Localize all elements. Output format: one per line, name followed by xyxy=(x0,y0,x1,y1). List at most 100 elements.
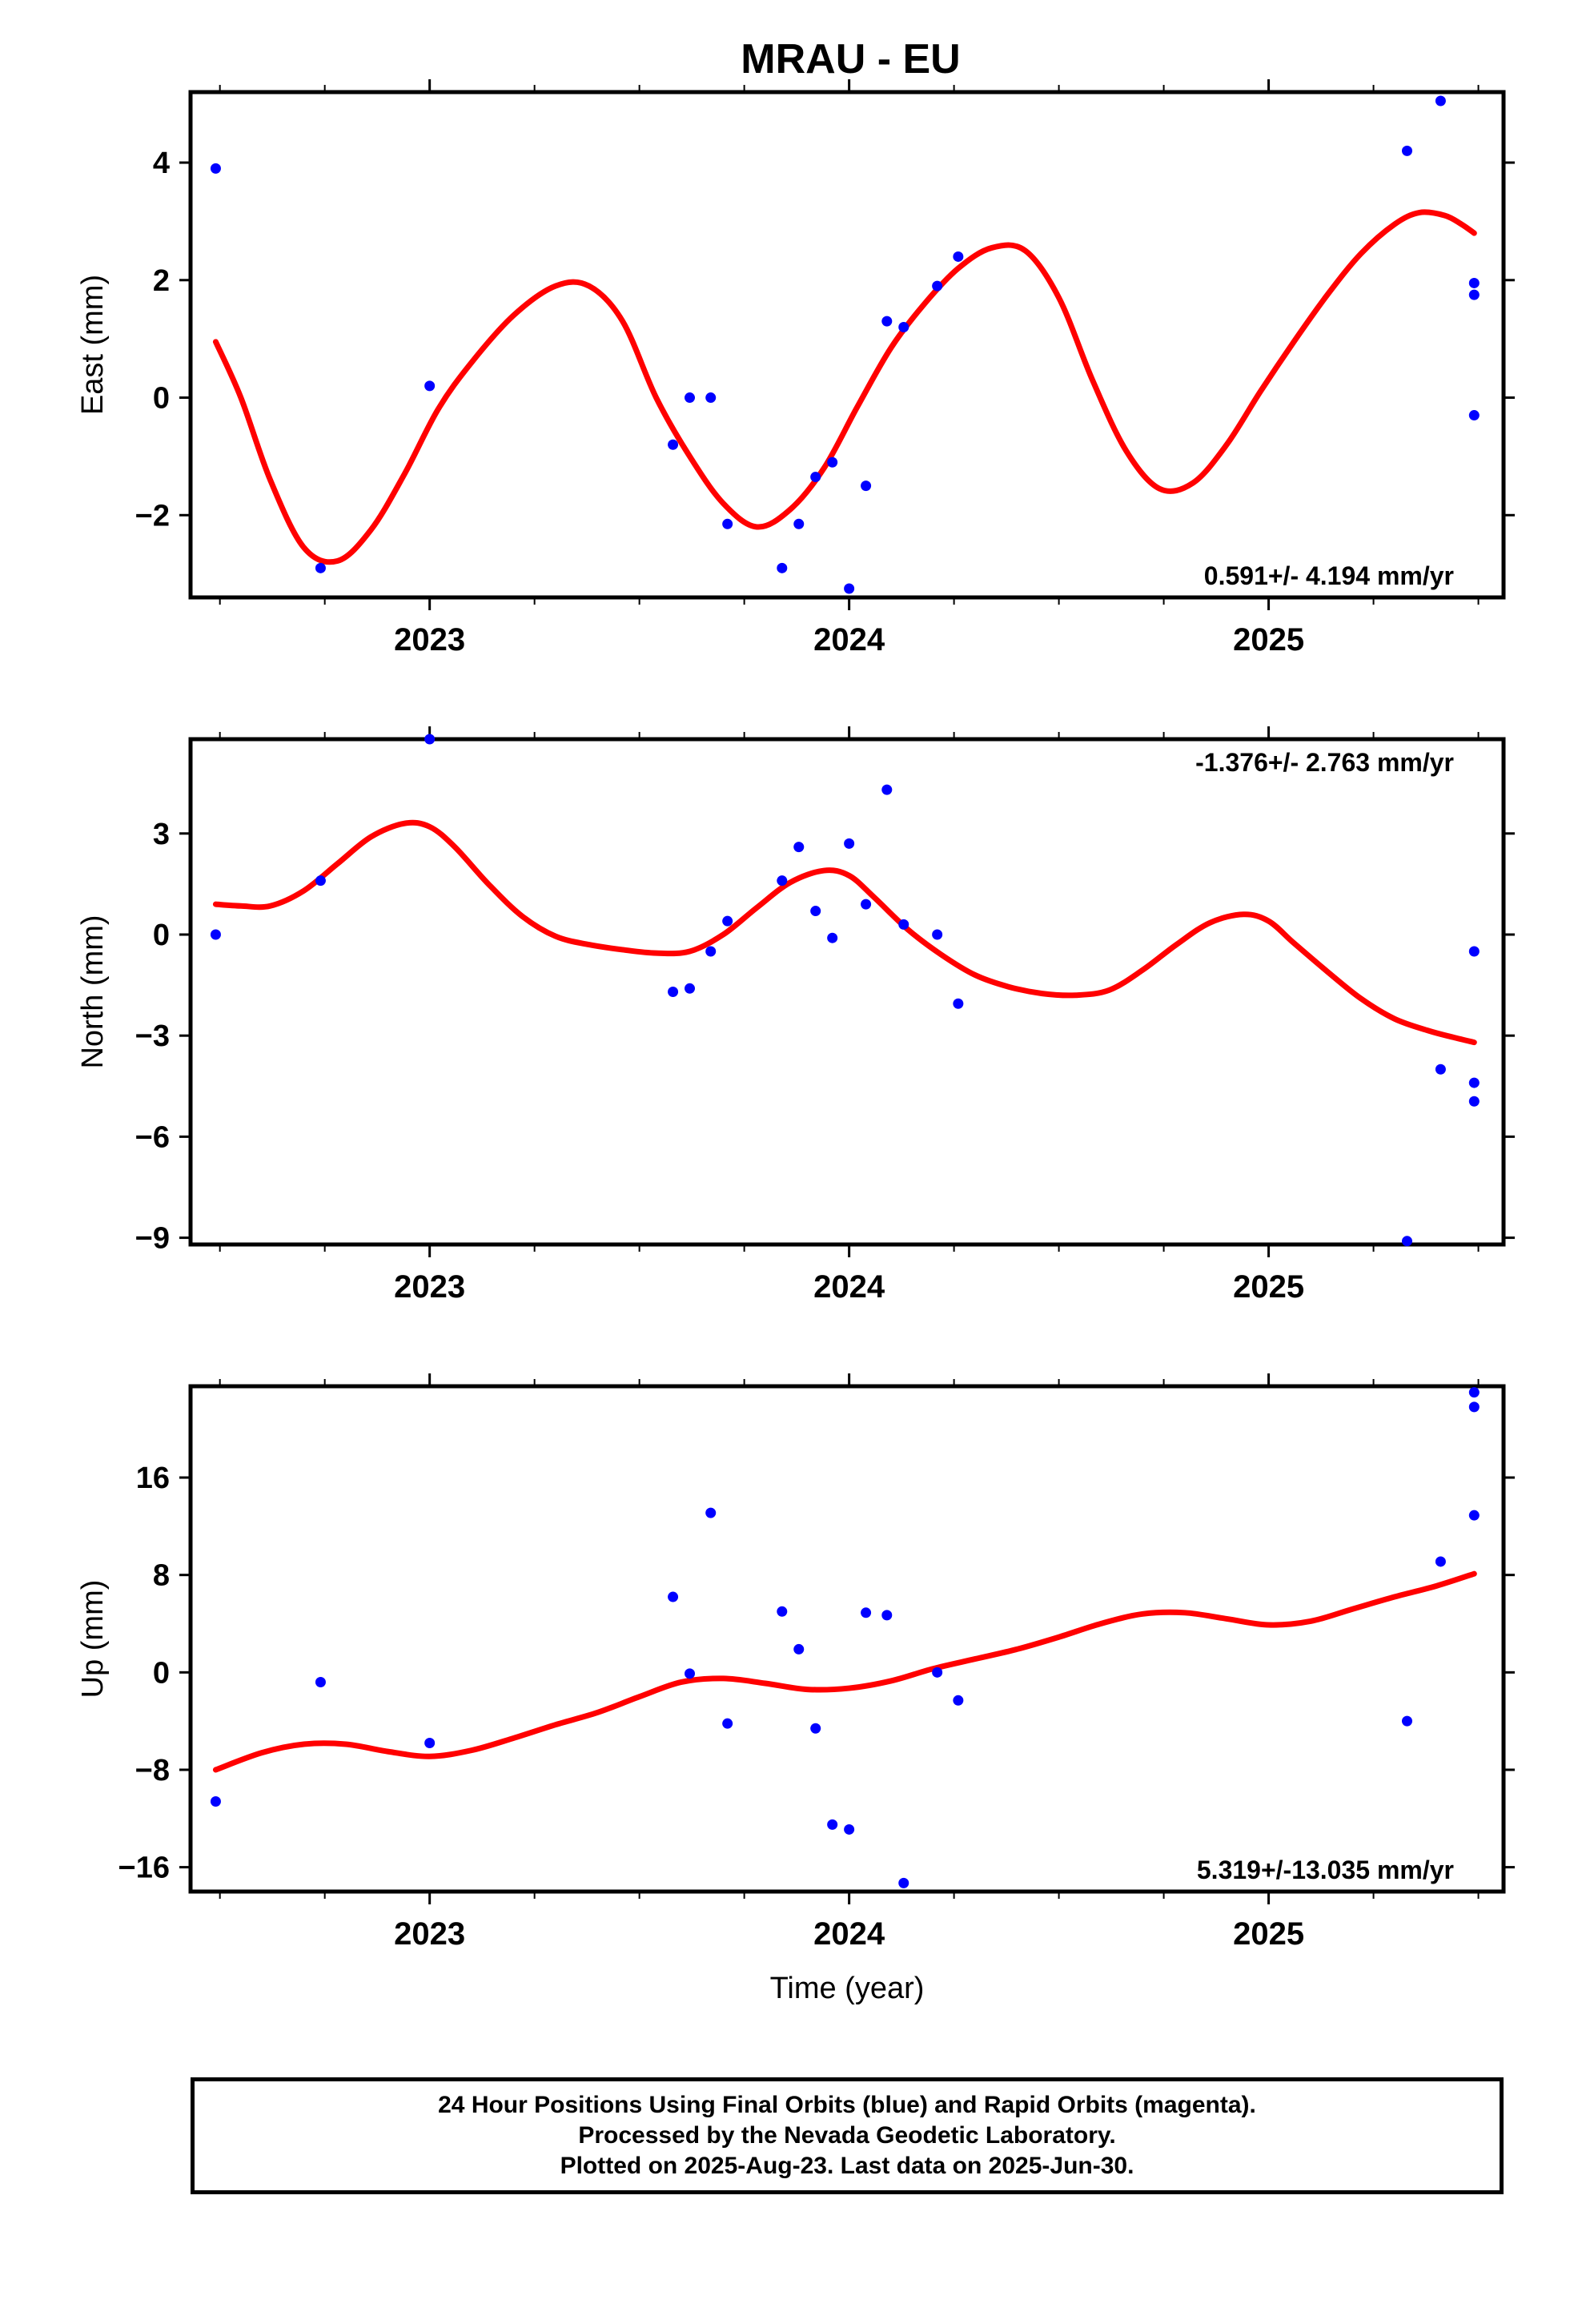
data-point xyxy=(424,380,436,392)
y-tick-label: −2 xyxy=(135,499,170,533)
x-tick-label: 2023 xyxy=(394,622,465,657)
data-point xyxy=(705,946,717,957)
data-point xyxy=(1468,1401,1480,1413)
data-point xyxy=(793,842,805,853)
data-point xyxy=(777,562,788,573)
data-point xyxy=(1435,95,1446,107)
data-point xyxy=(932,929,943,940)
data-point xyxy=(722,1718,733,1729)
fit-curve xyxy=(212,209,1477,565)
data-point xyxy=(1468,1510,1480,1521)
data-point xyxy=(881,1610,893,1621)
data-point xyxy=(953,251,964,262)
y-axis-label: North (mm) xyxy=(76,915,110,1068)
data-point xyxy=(1435,1556,1446,1567)
data-point xyxy=(210,1795,221,1807)
data-point xyxy=(722,518,733,529)
rate-label: 5.319+/-13.035 mm/yr xyxy=(1197,1856,1454,1884)
fit-curve xyxy=(212,1570,1477,1773)
panel-up: −16 −8 0 8 16 2023 2024 2025 Up (mm) 5.319+/-13.0… xyxy=(76,1373,1515,1952)
y-tick-label: −9 xyxy=(135,1222,170,1256)
x-tick-label: 2024 xyxy=(813,1916,885,1952)
data-point xyxy=(898,919,909,930)
x-tick-label: 2025 xyxy=(1233,1916,1304,1952)
data-point xyxy=(881,784,893,795)
y-tick-label: 8 xyxy=(153,1559,170,1593)
y-tick-label: 3 xyxy=(153,818,170,851)
data-point xyxy=(1401,145,1412,156)
footer-line-1: 24 Hour Positions Using Final Orbits (bl… xyxy=(438,2092,1256,2118)
plot-area xyxy=(210,734,1480,1247)
x-tick-label: 2024 xyxy=(813,622,885,657)
plot-frame xyxy=(188,1384,1506,1894)
data-point xyxy=(722,915,733,927)
data-point xyxy=(1468,1077,1480,1088)
y-tick-label: −16 xyxy=(118,1852,170,1885)
data-point xyxy=(668,987,679,997)
data-point xyxy=(315,875,326,887)
x-tick-label: 2025 xyxy=(1233,1269,1304,1305)
y-tick-label: −8 xyxy=(135,1754,170,1787)
data-point xyxy=(315,1676,326,1687)
y-axis-label: East (mm) xyxy=(76,275,110,415)
data-point xyxy=(827,932,838,943)
data-point xyxy=(1468,1096,1480,1107)
plot-frame xyxy=(188,737,1506,1247)
data-point xyxy=(424,1738,436,1749)
data-point xyxy=(1468,410,1480,421)
data-point xyxy=(953,998,964,1009)
y-axis-label: Up (mm) xyxy=(76,1580,110,1699)
data-point xyxy=(315,562,326,573)
data-point xyxy=(705,392,717,404)
data-point xyxy=(777,875,788,887)
data-point xyxy=(210,929,221,940)
rate-label: -1.376+/- 2.763 mm/yr xyxy=(1195,748,1454,777)
y-tick-label: 0 xyxy=(153,1656,170,1690)
data-point xyxy=(810,906,821,917)
data-point xyxy=(668,1591,679,1602)
data-point xyxy=(1401,1715,1412,1727)
data-point xyxy=(685,1668,696,1679)
plot-area xyxy=(210,1387,1480,1888)
x-axis-label: Time (year) xyxy=(770,1972,925,2005)
data-point xyxy=(424,734,436,745)
data-point xyxy=(793,518,805,529)
data-point xyxy=(932,1667,943,1678)
x-tick-label: 2025 xyxy=(1233,622,1304,657)
data-point xyxy=(685,983,696,994)
data-point xyxy=(210,163,221,174)
y-tick-label: 0 xyxy=(153,382,170,416)
x-tick-label: 2023 xyxy=(394,1916,465,1952)
data-point xyxy=(844,1823,855,1835)
fit-curve xyxy=(212,819,1477,1046)
panel-east: −2 0 2 4 2023 2024 2025 East (mm) 0.591+/- 4.194… xyxy=(76,79,1515,657)
y-tick-label: 2 xyxy=(153,264,170,298)
data-point xyxy=(827,1819,838,1830)
data-point xyxy=(827,456,838,468)
data-point xyxy=(705,1507,717,1518)
y-tick-label: −3 xyxy=(135,1019,170,1053)
data-point xyxy=(1401,1236,1412,1247)
footer-box: 24 Hour Positions Using Final Orbits (bl… xyxy=(191,2077,1504,2194)
chart-canvas: −2 0 2 4 2023 2024 2025 East (mm) 0.591+/- 4.194… xyxy=(76,79,1515,2005)
data-point xyxy=(881,316,893,327)
data-point xyxy=(861,899,872,910)
y-tick-label: 0 xyxy=(153,919,170,952)
rate-label: 0.591+/- 4.194 mm/yr xyxy=(1204,561,1454,590)
data-point xyxy=(844,838,855,849)
footer-line-2: Processed by the Nevada Geodetic Laborat… xyxy=(578,2122,1116,2149)
data-point xyxy=(810,472,821,483)
plot-frame xyxy=(188,90,1506,600)
y-tick-label: 4 xyxy=(153,147,170,180)
data-point xyxy=(1468,289,1480,300)
x-tick-label: 2023 xyxy=(394,1269,465,1305)
panel-north: −9 −6 −3 0 3 2023 2024 2025 North (mm) -1.376+/- … xyxy=(76,726,1515,1305)
data-point xyxy=(1435,1063,1446,1075)
data-point xyxy=(777,1606,788,1617)
data-point xyxy=(1468,277,1480,288)
data-point xyxy=(1468,1387,1480,1398)
footer-line-3: Plotted on 2025-Aug-23. Last data on 202… xyxy=(560,2153,1134,2179)
data-point xyxy=(810,1723,821,1734)
data-point xyxy=(953,1695,964,1706)
plot-area xyxy=(210,95,1480,594)
